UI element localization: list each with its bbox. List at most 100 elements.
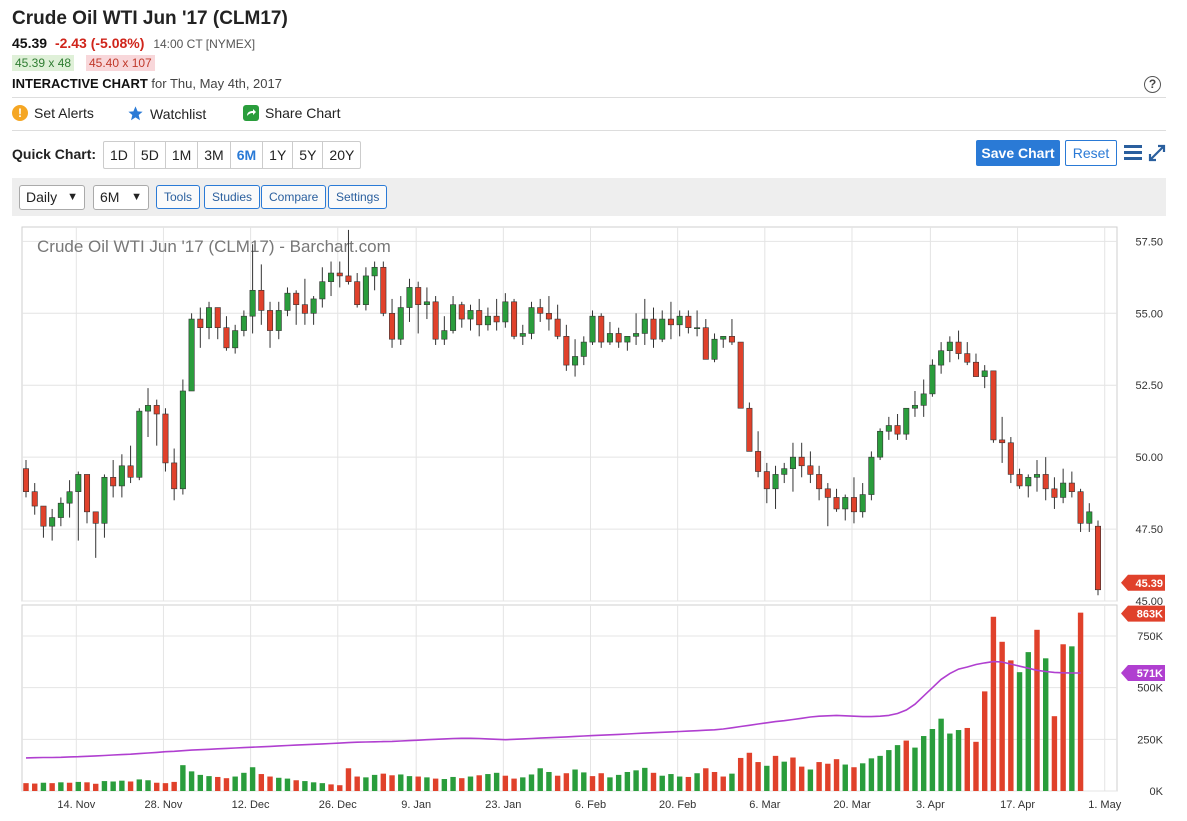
volume-bar	[1051, 716, 1058, 791]
volume-bar	[284, 778, 291, 791]
candle-body	[772, 474, 779, 490]
save-chart-button[interactable]: Save Chart	[976, 140, 1060, 166]
volume-tick-label: 750K	[1137, 631, 1163, 643]
volume-bar	[110, 781, 116, 791]
interval-select[interactable]: Daily ▼	[19, 185, 85, 210]
candle-body	[101, 476, 108, 524]
candle-body	[572, 356, 579, 366]
price-tick-label: 55.00	[1135, 308, 1163, 320]
volume-bar	[703, 768, 709, 791]
volume-bar	[1043, 658, 1049, 791]
volume-bar	[615, 774, 622, 791]
range-6m-button[interactable]: 6M	[231, 142, 264, 168]
volume-bar	[467, 776, 474, 791]
volume-ma-tag-text: 571K	[1137, 668, 1163, 680]
x-tick-label: 3. Apr	[916, 799, 945, 811]
volume-bar	[398, 774, 404, 791]
range-20y-button[interactable]: 20Y	[329, 147, 355, 163]
candle-body	[345, 275, 352, 282]
candle-body	[432, 301, 439, 340]
range-1m-button[interactable]: 1M	[166, 142, 199, 168]
watchlist-link[interactable]: Watchlist	[127, 105, 206, 122]
last-price: 45.39	[12, 35, 48, 51]
candle-body	[676, 315, 683, 326]
candle-body	[519, 333, 526, 337]
volume-bar	[537, 768, 543, 791]
candle-body	[1042, 474, 1049, 490]
settings-button[interactable]: Settings	[328, 185, 388, 209]
x-tick-label: 26. Dec	[319, 799, 357, 811]
candle-body	[702, 327, 709, 360]
volume-bar	[624, 771, 631, 791]
volume-panel-frame	[21, 604, 1118, 792]
volume-bar	[572, 769, 578, 791]
volume-bar	[589, 776, 596, 791]
help-icon[interactable]: ?	[1144, 76, 1161, 93]
candle-body	[789, 456, 796, 469]
volume-bar	[319, 783, 326, 791]
candle-body	[659, 318, 666, 340]
candle-body	[354, 281, 361, 305]
candle-body	[127, 465, 134, 478]
volume-bar	[476, 775, 482, 791]
candle-body	[615, 333, 622, 343]
set-alerts-link[interactable]: ! Set Alerts	[12, 105, 94, 121]
last-volume-tag-text: 863K	[1137, 609, 1163, 621]
x-tick-label: 28. Nov	[144, 799, 182, 811]
candle-body	[476, 310, 483, 326]
reset-button[interactable]: Reset	[1065, 140, 1117, 166]
candle-body	[371, 266, 378, 277]
volume-tick-label: 250K	[1137, 734, 1163, 746]
tools-button[interactable]: Tools	[156, 185, 201, 209]
menu-icon[interactable]	[1124, 145, 1142, 161]
candle-body	[842, 497, 849, 510]
watchlist-label: Watchlist	[150, 105, 207, 122]
volume-bar	[746, 752, 753, 791]
x-tick-label: 9. Jan	[401, 799, 431, 811]
candle-body	[467, 310, 474, 320]
period-select[interactable]: 6M ▼	[93, 185, 149, 210]
volume-bar	[389, 775, 395, 791]
candle-body	[240, 315, 247, 331]
volume-bar	[188, 771, 195, 791]
candle-body	[22, 468, 30, 492]
price-panel-frame	[21, 226, 1118, 602]
divider	[12, 97, 1166, 98]
candle-body	[1060, 482, 1067, 498]
quick-chart-ranges: 1D 5D 1M 3M 6M 1Y 5Y 20Y	[103, 141, 362, 169]
volume-bar	[990, 616, 997, 791]
candle-body	[667, 318, 674, 326]
range-5d-button[interactable]: 5D	[135, 142, 166, 168]
range-5y-button[interactable]: 5Y	[293, 142, 324, 168]
volume-bar	[441, 779, 448, 791]
volume-bar	[101, 781, 108, 791]
volume-bar	[929, 729, 936, 791]
range-1y-button[interactable]: 1Y	[263, 142, 294, 168]
last-volume-tag: 863K	[1121, 605, 1165, 622]
volume-bar	[877, 755, 883, 791]
candle-body	[554, 318, 561, 337]
interactive-label: INTERACTIVE CHART	[12, 76, 148, 91]
volume-bar	[223, 778, 230, 791]
volume-bar	[93, 783, 99, 791]
compare-button[interactable]: Compare	[261, 185, 327, 209]
x-tick-label: 17. Apr	[1000, 799, 1035, 811]
candle-body	[66, 491, 73, 504]
range-3m-button[interactable]: 3M	[198, 142, 231, 168]
volume-bar	[267, 776, 273, 791]
range-1d-button[interactable]: 1D	[104, 142, 135, 168]
volume-bar	[563, 773, 570, 791]
candle-body	[415, 287, 422, 305]
volume-bar	[981, 691, 988, 791]
candle-body	[493, 315, 500, 323]
volume-bar	[790, 757, 796, 791]
volume-bar	[293, 780, 299, 791]
expand-icon[interactable]	[1147, 143, 1167, 163]
volume-bar	[232, 776, 238, 791]
interactive-date: for Thu, May 4th, 2017	[151, 76, 282, 91]
volume-bar	[258, 774, 265, 791]
x-tick-label: 20. Mar	[833, 799, 871, 811]
studies-button[interactable]: Studies	[204, 185, 261, 209]
share-chart-link[interactable]: Share Chart	[243, 105, 340, 121]
